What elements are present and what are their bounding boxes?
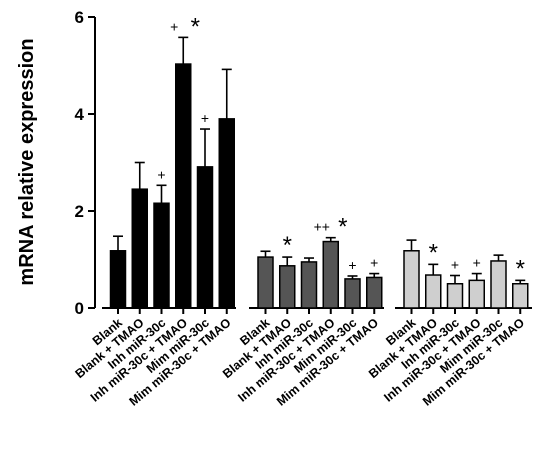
y-tick-label: 4: [75, 105, 85, 124]
significance-plus: +: [157, 166, 165, 182]
significance-plus: ++: [314, 219, 330, 235]
bar: [512, 283, 529, 309]
bar: [366, 276, 383, 309]
significance-plus: +: [348, 257, 356, 273]
bar: [425, 274, 442, 309]
bar: [109, 250, 127, 309]
bar: [257, 256, 274, 309]
significance-plus: +: [451, 257, 459, 273]
bar: [175, 63, 192, 309]
bar: [490, 260, 507, 309]
bar: [322, 240, 339, 309]
significance-plus: +: [473, 255, 481, 271]
y-axis-label: mRNA relative expression: [16, 38, 38, 285]
significance-star: *: [429, 239, 438, 266]
bar: [344, 278, 361, 309]
bar: [153, 202, 170, 309]
bar: [446, 283, 464, 309]
y-tick-label: 0: [75, 299, 84, 318]
significance-plus: +: [170, 18, 178, 34]
bar: [300, 261, 318, 309]
significance-star: *: [191, 13, 200, 40]
bar: [403, 250, 420, 309]
y-tick-label: 2: [75, 202, 84, 221]
significance-star: *: [283, 232, 292, 259]
significance-plus: +: [201, 110, 209, 126]
significance-plus: +: [370, 255, 378, 271]
bar: [196, 166, 214, 309]
significance-star: *: [516, 255, 525, 282]
bars: ++ *+*++ *+ + * + + *: [109, 13, 529, 309]
y-tick-label: 6: [75, 8, 84, 27]
significance-star: *: [338, 214, 347, 241]
bar: [279, 265, 296, 309]
bar: [218, 118, 235, 309]
bar: [131, 188, 148, 309]
bar: [468, 279, 485, 309]
